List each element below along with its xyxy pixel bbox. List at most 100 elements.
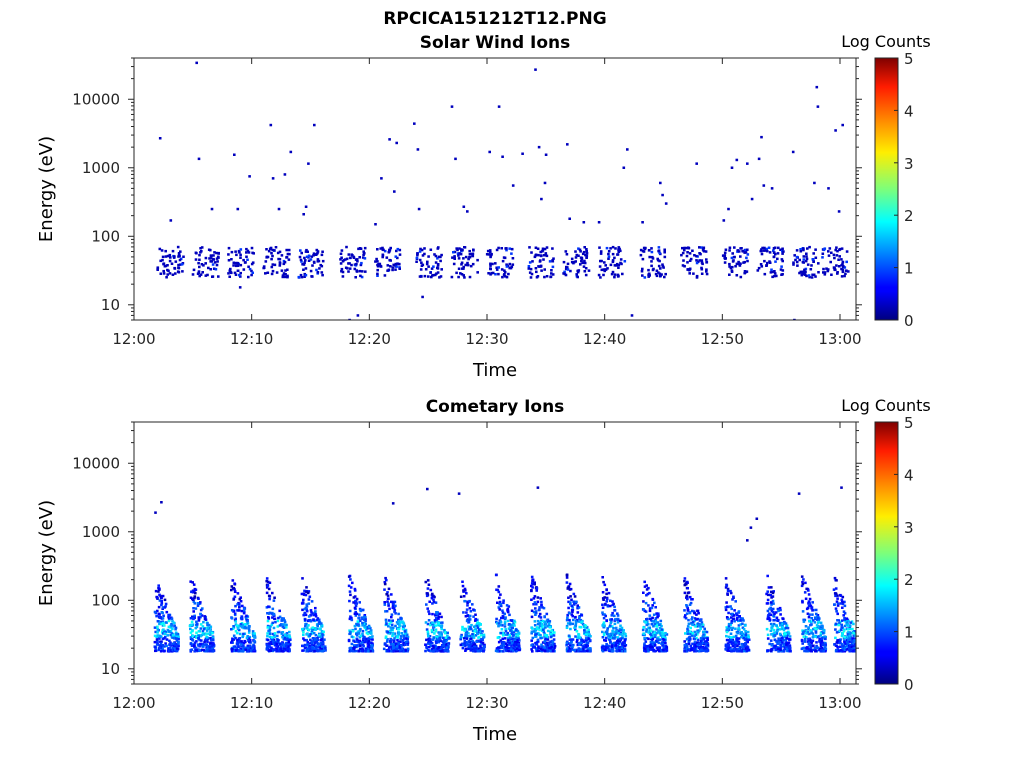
spectrogram-cell (271, 616, 274, 619)
spectrogram-cell (643, 642, 646, 645)
spectrogram-cell (613, 635, 617, 639)
spectrogram-cell (366, 642, 370, 645)
spectrogram-cell (360, 616, 364, 619)
spectrogram-point (374, 223, 377, 226)
spectrogram-cell (511, 263, 515, 266)
spectrogram-cell (740, 646, 744, 649)
spectrogram-cell (541, 606, 544, 609)
spectrogram-cell (507, 638, 510, 642)
spectrogram-cell (608, 618, 612, 621)
spectrogram-cell (156, 625, 159, 629)
spectrogram-cell (340, 249, 344, 252)
spectrogram-cell (770, 268, 773, 271)
spectrogram-point (395, 141, 398, 145)
spectrogram-cell (576, 643, 580, 647)
spectrogram-cell (433, 632, 436, 635)
spectrogram-cell (266, 638, 270, 642)
spectrogram-cell (793, 254, 796, 257)
spectrogram-point (158, 137, 162, 140)
spectrogram-cell (575, 253, 579, 257)
spectrogram-cell (396, 262, 399, 265)
spectrogram-cell (357, 247, 360, 251)
spectrogram-cell (393, 637, 396, 640)
spectrogram-cell (233, 595, 237, 598)
spectrogram-point (622, 166, 626, 169)
spectrogram-cell (267, 617, 271, 620)
spectrogram-cell (300, 602, 304, 605)
spectrogram-cell (340, 256, 343, 259)
spectrogram-cell (687, 642, 691, 646)
spectrogram-cell (199, 273, 203, 276)
spectrogram-cell (575, 273, 578, 276)
spectrogram-cell (310, 611, 313, 614)
y-tick-label: 100 (91, 227, 120, 245)
spectrogram-cell (647, 268, 650, 272)
spectrogram-cell (403, 630, 407, 633)
spectrogram-cell (599, 259, 602, 263)
spectrogram-cell (837, 258, 840, 261)
spectrogram-cell (271, 263, 275, 266)
spectrogram-cell (283, 646, 286, 650)
spectrogram-cell (737, 640, 741, 644)
spectrogram-cell (269, 641, 272, 644)
spectrogram-cell (267, 594, 271, 598)
spectrogram-cell (177, 271, 181, 274)
spectrogram-cell (540, 269, 543, 272)
spectrogram-cell (507, 643, 511, 646)
spectrogram-cell (695, 613, 698, 616)
spectrogram-cell (158, 247, 162, 251)
spectrogram-cell (574, 615, 577, 619)
spectrogram-cell (392, 602, 395, 606)
spectrogram-cell (390, 615, 393, 619)
spectrogram-cell (612, 636, 615, 640)
spectrogram-point (597, 221, 601, 224)
spectrogram-cell (662, 632, 665, 635)
spectrogram-cell (357, 623, 360, 626)
spectrogram-cell (459, 272, 462, 275)
spectrogram-cell (652, 632, 655, 636)
spectrogram-cell (603, 261, 606, 264)
spectrogram-cell (352, 644, 356, 647)
spectrogram-cell (660, 624, 663, 628)
spectrogram-cell (369, 631, 373, 634)
spectrogram-cell (601, 603, 604, 606)
spectrogram-cell (744, 248, 747, 252)
spectrogram-cell (705, 639, 708, 643)
spectrogram-cell (539, 597, 542, 600)
spectrogram-cell (378, 262, 382, 266)
spectrogram-cell (655, 625, 658, 628)
spectrogram-cell (268, 632, 272, 635)
spectrogram-cell (728, 246, 732, 249)
spectrogram-cell (729, 589, 732, 593)
spectrogram-cell (189, 627, 192, 631)
spectrogram-cell (238, 632, 242, 636)
spectrogram-cell (768, 251, 772, 254)
spectrogram-cell (657, 271, 660, 274)
spectrogram-cell (271, 636, 274, 639)
spectrogram-cell (812, 273, 816, 276)
spectrogram-cell (774, 648, 777, 652)
spectrogram-cell (298, 255, 302, 259)
spectrogram-cell (403, 643, 407, 646)
spectrogram-cell (537, 615, 541, 618)
spectrogram-cell (381, 246, 384, 250)
spectrogram-cell (349, 593, 352, 597)
spectrogram-cell (386, 631, 389, 634)
spectrogram-cell (312, 644, 316, 647)
spectrogram-cell (685, 604, 688, 607)
spectrogram-cell (534, 267, 538, 270)
spectrogram-cell (360, 649, 364, 653)
spectrogram-cell (305, 255, 309, 258)
spectrogram-cell (528, 246, 531, 249)
spectrogram-cell (610, 614, 614, 617)
spectrogram-cell (802, 258, 806, 261)
spectrogram-cell (782, 644, 785, 648)
spectrogram-cell (284, 273, 287, 276)
spectrogram-cell (603, 638, 606, 642)
spectrogram-cell (566, 262, 570, 266)
spectrogram-cell (438, 612, 442, 615)
spectrogram-cell (516, 634, 520, 637)
spectrogram-cell (728, 273, 731, 276)
spectrogram-cell (158, 634, 162, 638)
spectrogram-cell (158, 599, 162, 602)
